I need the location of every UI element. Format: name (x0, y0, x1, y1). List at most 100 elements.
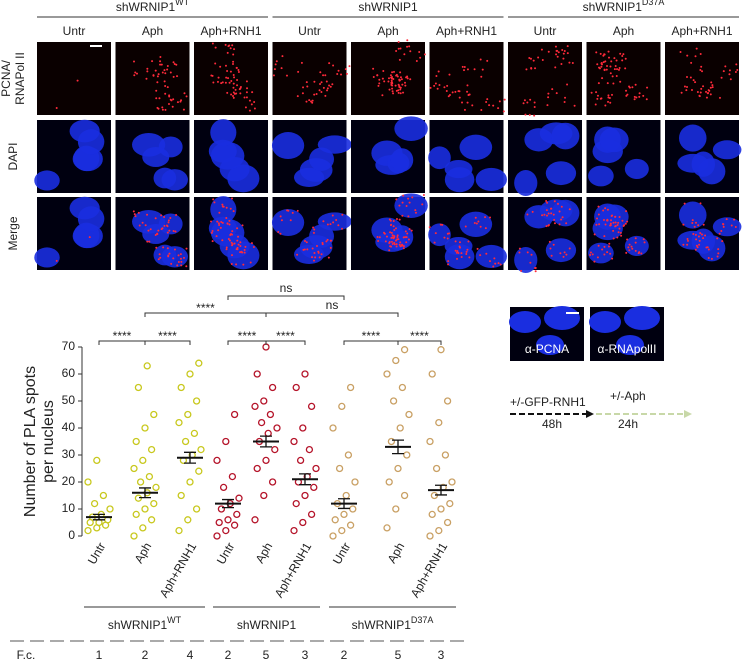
pla-spot (176, 75, 179, 78)
pla-spot (406, 45, 409, 48)
pla-spot (305, 100, 308, 103)
pla-spot (134, 71, 137, 74)
pla-spot (720, 76, 723, 79)
pla-spot (212, 198, 215, 201)
y-tick-label: 20 (62, 474, 76, 488)
pla-spot (463, 108, 466, 111)
pla-spot (322, 74, 325, 77)
pla-spot (716, 255, 719, 258)
pla-spot (337, 224, 340, 227)
data-point (338, 526, 346, 535)
data-point (394, 464, 402, 473)
pla-spot (392, 77, 395, 80)
pla-spot (466, 248, 469, 251)
micrograph (351, 42, 425, 115)
pla-spot (185, 265, 188, 268)
pla-spot (182, 256, 185, 259)
pla-spot (404, 84, 407, 87)
pla-spot (692, 79, 695, 82)
pla-spot (378, 82, 381, 85)
pla-spot (281, 55, 284, 58)
data-point (403, 451, 411, 459)
pla-spot (237, 235, 240, 238)
pla-spot (446, 232, 449, 235)
row-label: PCNA/RNAPol II (0, 52, 27, 105)
pla-spot (528, 57, 531, 60)
pla-spot (228, 219, 231, 222)
pla-spot (602, 61, 605, 64)
pla-spot (463, 66, 466, 69)
pla-spot (735, 63, 738, 66)
pla-spot (238, 88, 241, 91)
pla-spot (637, 252, 640, 255)
pla-spot (168, 252, 171, 255)
y-tick-label: 70 (62, 339, 76, 353)
pla-spot (211, 42, 214, 45)
pla-spot (219, 65, 222, 68)
pla-spot (157, 73, 160, 76)
pla-spot (556, 55, 559, 58)
data-point (385, 478, 393, 486)
pla-spot (249, 261, 252, 264)
column-label: Untr (63, 24, 86, 38)
pla-spot (525, 68, 528, 71)
pla-spot (545, 209, 548, 212)
pla-spot (593, 260, 596, 263)
error-bar (260, 435, 272, 448)
pla-spot (340, 73, 343, 76)
pla-spot (489, 216, 492, 219)
pla-spot (708, 89, 711, 92)
pla-spot (709, 93, 712, 96)
pla-spot (397, 40, 400, 43)
pla-spot (700, 87, 703, 90)
pla-spot (172, 98, 175, 101)
pla-spot (242, 263, 245, 266)
pla-spot (175, 63, 178, 66)
pla-spot (434, 82, 437, 85)
pla-spot (157, 229, 160, 232)
pla-spot (734, 71, 737, 74)
pla-spot (303, 240, 306, 243)
pla-spot (384, 240, 387, 243)
pla-spot (615, 59, 618, 62)
pla-spot (230, 262, 233, 265)
pla-spot (388, 249, 391, 252)
row-label-line: Merge (6, 216, 20, 250)
pla-spot (228, 239, 231, 242)
pla-spot (562, 57, 565, 60)
pla-spot (387, 77, 390, 80)
pla-spot (221, 239, 224, 242)
fc-value: 2 (142, 648, 149, 662)
pla-spot (595, 223, 598, 226)
pla-spot (55, 107, 58, 110)
pla-spot (132, 60, 135, 63)
data-point (141, 424, 149, 432)
pla-spot (642, 238, 645, 241)
pla-spot (377, 84, 380, 87)
group-label: shWRNIP1 (237, 618, 297, 632)
pla-spot (597, 82, 600, 85)
pla-spot (177, 261, 180, 264)
pla-spot (635, 96, 638, 99)
y-tick-label: 30 (62, 447, 76, 461)
pla-spot (533, 106, 536, 109)
pla-spot (395, 49, 398, 52)
pla-spot (235, 92, 238, 95)
pla-spot (443, 236, 446, 239)
pla-spot (493, 257, 496, 260)
pla-spot (296, 95, 299, 98)
pla-spot (638, 95, 641, 98)
pla-spot (646, 86, 649, 89)
data-point (344, 451, 353, 459)
data-point (400, 346, 409, 354)
nucleus (428, 223, 451, 247)
pla-spot (329, 85, 332, 88)
pla-spot (468, 256, 471, 259)
pla-spot (499, 263, 502, 266)
pla-spot (433, 84, 436, 87)
row-label: DAPI (6, 142, 20, 170)
pla-spot (227, 45, 230, 48)
group-name: shWRNIP1 (108, 618, 168, 632)
pla-spot (388, 88, 391, 91)
data-point (262, 456, 270, 465)
